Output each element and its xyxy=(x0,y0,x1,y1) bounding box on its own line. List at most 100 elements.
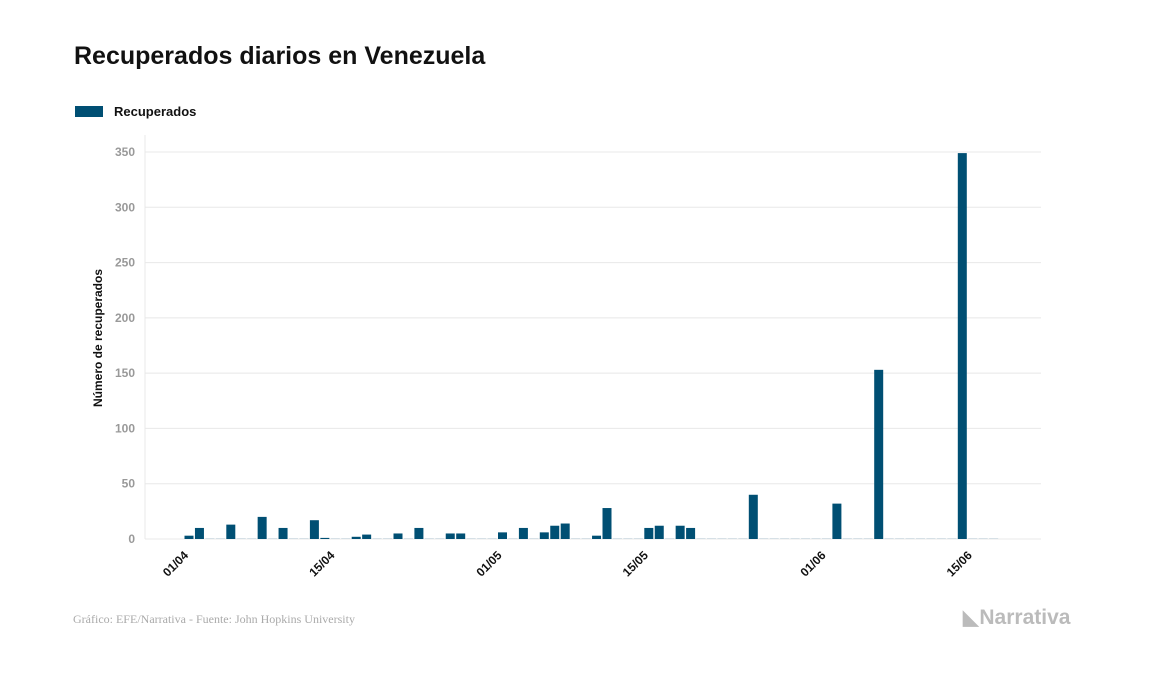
bar xyxy=(362,534,372,539)
legend-swatch xyxy=(75,106,103,117)
bar xyxy=(268,538,278,539)
x-tick-label: 01/05 xyxy=(473,548,504,579)
bar xyxy=(592,535,602,539)
y-tick-label: 250 xyxy=(115,256,135,270)
bar xyxy=(853,538,863,539)
bar xyxy=(466,538,476,539)
y-tick-label: 0 xyxy=(128,532,135,546)
bar xyxy=(602,508,612,539)
bar xyxy=(884,538,894,539)
x-tick-label: 01/06 xyxy=(797,548,828,579)
bar xyxy=(936,538,946,539)
bar xyxy=(686,527,696,539)
bar xyxy=(205,538,215,539)
y-tick-label: 300 xyxy=(115,200,135,214)
bar xyxy=(508,538,518,539)
bar xyxy=(278,527,288,539)
bar xyxy=(320,537,330,539)
bar xyxy=(518,527,528,539)
bar xyxy=(727,538,737,539)
bar xyxy=(947,538,957,539)
bar xyxy=(623,538,633,539)
y-tick-label: 100 xyxy=(115,421,135,435)
bar xyxy=(811,538,821,539)
y-tick-label: 50 xyxy=(122,477,136,491)
bar xyxy=(665,538,675,539)
bar xyxy=(560,523,570,539)
x-tick-label: 01/04 xyxy=(160,548,191,579)
bar xyxy=(717,538,727,539)
chart-title: Recuperados diarios en Venezuela xyxy=(74,42,486,70)
y-tick-label: 350 xyxy=(115,145,135,159)
legend-label: Recuperados xyxy=(114,104,197,119)
bar xyxy=(299,538,309,539)
bar xyxy=(289,538,298,539)
source-footer: Gráfico: EFE/Narrativa - Fuente: John Ho… xyxy=(73,612,355,626)
bar xyxy=(215,538,225,539)
bar xyxy=(550,525,560,539)
x-tick-label: 15/05 xyxy=(620,548,651,579)
bar xyxy=(821,538,831,539)
bar xyxy=(424,538,434,539)
bar xyxy=(748,494,758,539)
bar xyxy=(341,538,351,539)
bar xyxy=(372,538,382,539)
bar xyxy=(529,538,539,539)
bar xyxy=(236,538,246,539)
bar xyxy=(194,527,204,539)
bar xyxy=(330,538,340,539)
bar xyxy=(309,520,319,539)
logo-mark-icon: ◣ xyxy=(963,607,979,629)
bar xyxy=(498,532,507,539)
bar xyxy=(654,525,664,539)
bar xyxy=(916,538,925,539)
bar xyxy=(926,538,936,539)
bar xyxy=(738,538,748,539)
bar xyxy=(487,538,497,539)
bar xyxy=(696,538,706,539)
bar xyxy=(445,533,455,539)
bar xyxy=(842,538,852,539)
bar xyxy=(644,527,654,539)
bar xyxy=(874,369,884,539)
bar xyxy=(257,516,267,539)
bar xyxy=(184,535,194,539)
bar xyxy=(247,538,257,539)
bar xyxy=(905,538,915,539)
bar xyxy=(403,538,413,539)
narrativa-logo: ◣ Narrativa xyxy=(963,605,1070,630)
bar xyxy=(780,538,790,539)
bar xyxy=(801,538,811,539)
bar xyxy=(612,538,622,539)
bar xyxy=(832,503,842,539)
bar xyxy=(978,538,988,539)
logo-text: Narrativa xyxy=(979,605,1071,629)
bar xyxy=(895,538,905,539)
bar xyxy=(435,538,445,539)
bar xyxy=(989,538,999,539)
bar xyxy=(477,538,487,539)
bar xyxy=(351,536,361,539)
bar xyxy=(226,524,236,539)
bar xyxy=(571,538,581,539)
x-tick-label: 15/04 xyxy=(306,548,337,579)
bar xyxy=(759,538,769,539)
bar xyxy=(863,538,873,539)
bar xyxy=(790,538,800,539)
bar xyxy=(675,525,685,539)
bar xyxy=(383,538,393,539)
bar xyxy=(968,538,978,539)
y-tick-label: 150 xyxy=(115,366,135,380)
bar xyxy=(539,532,549,539)
legend: Recuperados xyxy=(75,104,196,119)
y-tick-label: 200 xyxy=(115,311,135,325)
bar xyxy=(414,527,424,539)
bar xyxy=(456,533,466,539)
bar xyxy=(633,538,643,539)
bar xyxy=(707,538,716,539)
x-tick-label: 15/06 xyxy=(944,548,975,579)
bar xyxy=(581,538,591,539)
bar xyxy=(393,533,403,539)
bar xyxy=(769,538,779,539)
